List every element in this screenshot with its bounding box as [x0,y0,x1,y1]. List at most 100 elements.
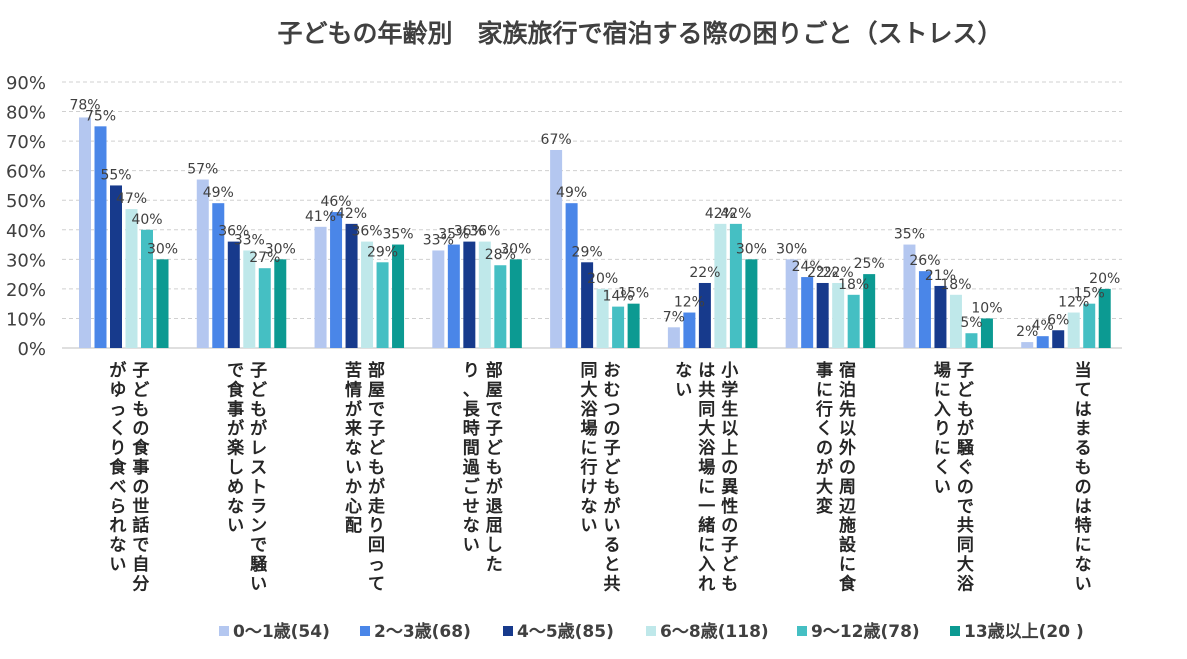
category-char: い [250,574,267,594]
bar [125,209,138,348]
data-label: 22% [689,265,720,281]
category-char: で [957,497,974,517]
chart-title: 子どもの年齢別 家族旅行で宿泊する際の困りごと（ストレス） [277,19,1002,48]
category-char: れ [698,574,715,594]
data-label: 22% [807,265,838,281]
legend-swatch [797,626,807,636]
category-char: に [934,380,951,400]
data-label: 46% [320,194,351,210]
legend-item: 2～3歳(68) [360,621,471,642]
bar [785,259,798,348]
category-char: な [1075,555,1092,575]
category-char: る [604,536,621,556]
data-label: 36% [351,224,382,240]
legend-swatch [646,626,656,636]
data-label: 42% [720,206,751,222]
category-char: 話 [132,515,149,536]
category-char: な [581,497,598,517]
data-label: 78% [69,97,100,113]
bar [392,244,405,348]
bar [863,274,876,348]
bar [1067,312,1080,348]
category-char: ど [957,380,974,400]
data-label: 35% [894,227,925,243]
category-char: 子 [957,361,974,381]
legend-item: 4～5歳(85) [503,621,614,642]
category-char: ど [132,380,149,400]
category-char: れ [109,516,126,536]
bar [361,241,374,348]
category-char: に [698,477,715,497]
category-char: る [1075,439,1092,459]
category-char: 外 [839,438,856,459]
data-label: 30% [265,241,296,257]
category-char: り [368,516,385,536]
legend-swatch [219,626,229,636]
bar [1036,336,1049,348]
category-char: け [581,477,598,497]
bar [463,241,476,348]
category-char: 共 [957,516,974,536]
bar [141,229,153,348]
category-char: の [721,458,738,478]
category-char: で [368,400,385,420]
category-char: は [1075,497,1092,517]
data-label: 36% [218,224,249,240]
category-char: い [675,380,692,400]
bar [258,268,271,348]
category-char: も [1075,458,1092,478]
legend-item: 9～12歳(78) [797,621,920,642]
data-label: 18% [940,277,971,293]
category-char: り [934,419,951,439]
bar [801,277,814,348]
data-label: 29% [572,244,603,260]
category-char: 辺 [839,497,856,517]
bar [94,126,107,348]
category-char: が [109,360,126,381]
category-char: し [227,458,244,478]
category-char: り [109,439,126,459]
category-char: 騒 [250,555,268,575]
category-char: 共 [604,574,621,594]
bar [847,294,860,348]
category-char: つ [604,400,621,420]
category-char: 浴 [581,399,599,420]
category-char: 長 [463,400,481,420]
data-label: 67% [541,132,572,148]
y-tick-label: 10% [6,309,46,330]
legend-swatch [503,626,513,636]
bar [949,294,962,348]
data-label: 30% [776,241,807,257]
category-char: 同 [698,400,715,420]
category-char: く [934,458,951,478]
category-char: ス [250,458,267,478]
data-label: 12% [1058,295,1089,311]
category-char: 性 [721,496,738,517]
category-char: 浴 [957,573,975,594]
data-label: 2% [1016,324,1038,340]
data-label: 36% [469,224,500,240]
category-char: 間 [463,439,480,459]
category-char: 先 [839,399,856,420]
data-label: 36% [454,224,485,240]
data-label: 10% [971,300,1002,316]
data-label: 75% [85,108,116,124]
data-label: 20% [587,271,618,287]
category-char: 事 [132,458,149,478]
category-char: ど [250,380,267,400]
category-char: 楽 [227,438,245,459]
legend-item: 0～1歳(54) [219,621,330,642]
category-char: の [957,477,974,497]
data-label: 42% [336,206,367,222]
category-char: 浴 [698,438,716,459]
data-label: 15% [1074,286,1105,302]
category-char: て [1075,380,1092,400]
category-char: 食 [132,438,150,459]
category-char: 来 [344,418,363,439]
category-char: い [1075,574,1092,594]
category-char: の [839,458,856,478]
category-char: 子 [250,361,267,381]
category-char: 特 [1075,515,1092,536]
data-label: 27% [249,250,280,266]
bar [729,223,742,348]
